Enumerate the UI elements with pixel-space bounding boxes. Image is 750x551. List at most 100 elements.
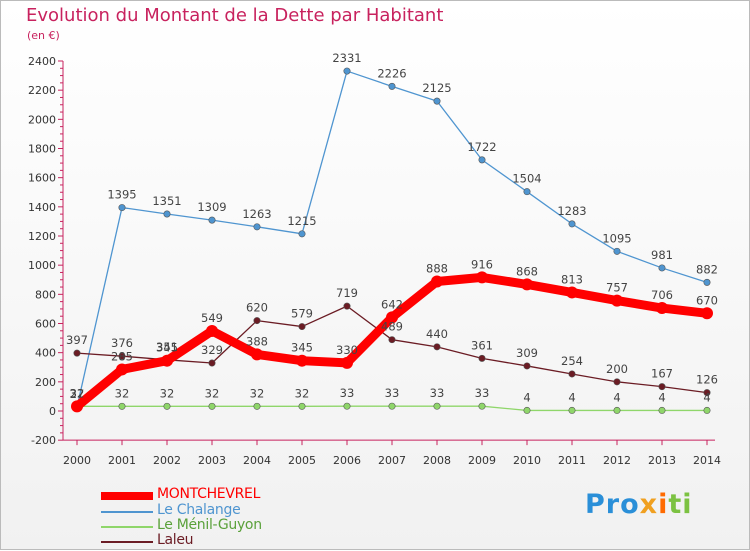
data-label: 376	[111, 336, 133, 350]
data-point	[388, 402, 396, 410]
data-label: 1395	[107, 188, 136, 202]
data-label: 1309	[197, 200, 226, 214]
y-tick-label: 2400	[28, 55, 56, 68]
data-point	[118, 402, 126, 410]
x-tick-label: 2000	[63, 454, 91, 467]
data-label: 32	[295, 386, 310, 400]
data-label: 4	[703, 390, 710, 404]
data-point	[433, 402, 441, 410]
legend-label: Laleu	[157, 532, 194, 548]
data-point	[701, 307, 713, 320]
x-tick-label: 2013	[648, 454, 676, 467]
data-label: 126	[696, 373, 718, 387]
data-point	[71, 400, 83, 413]
data-point	[73, 349, 81, 357]
data-label: 719	[336, 286, 358, 300]
data-point	[298, 323, 306, 331]
data-label: 32	[115, 386, 130, 400]
data-point	[161, 354, 173, 367]
data-point	[118, 204, 126, 212]
data-point	[343, 302, 351, 310]
data-point	[613, 406, 621, 414]
data-label: 916	[471, 257, 493, 271]
y-tick-label: 800	[35, 288, 56, 301]
data-point	[433, 343, 441, 351]
data-label: 32	[70, 386, 85, 400]
data-label: 351	[156, 340, 178, 354]
data-label: 33	[385, 386, 400, 400]
data-point	[251, 348, 263, 361]
data-point	[343, 402, 351, 410]
data-label: 361	[471, 338, 493, 352]
x-tick-label: 2003	[198, 454, 226, 467]
y-tick-label: 2000	[28, 113, 56, 126]
data-label: 2226	[377, 66, 406, 80]
data-label: 388	[246, 334, 268, 348]
legend-label: MONTCHEVREL	[157, 486, 261, 502]
y-tick-label: 2200	[28, 84, 56, 97]
data-label: 32	[250, 386, 265, 400]
legend-swatch	[101, 492, 153, 500]
data-point	[343, 67, 351, 75]
y-tick-label: 200	[35, 376, 56, 389]
y-tick-label: 1800	[28, 143, 56, 156]
data-label: 32	[205, 386, 220, 400]
chart-subtitle: (en €)	[27, 29, 60, 42]
y-tick-label: -200	[31, 434, 56, 447]
data-point	[703, 406, 711, 414]
data-label: 868	[516, 264, 538, 278]
data-label: 33	[340, 386, 355, 400]
data-point	[388, 336, 396, 344]
data-label: 4	[613, 390, 620, 404]
x-tick-label: 2005	[288, 454, 316, 467]
legend-swatch	[101, 526, 153, 528]
data-label: 670	[696, 293, 718, 307]
data-point	[523, 362, 531, 370]
y-tick-label: 400	[35, 347, 56, 360]
data-point	[163, 210, 171, 218]
data-label: 489	[381, 320, 403, 334]
logo-part: ti	[668, 489, 693, 520]
data-point	[116, 363, 128, 376]
data-point	[478, 156, 486, 164]
data-point	[658, 406, 666, 414]
data-label: 1504	[512, 172, 541, 186]
data-label: 330	[336, 343, 358, 357]
data-label: 4	[523, 390, 530, 404]
x-tick-label: 2014	[693, 454, 721, 467]
data-label: 32	[160, 386, 175, 400]
data-point	[521, 278, 533, 291]
data-label: 440	[426, 327, 448, 341]
data-label: 981	[651, 248, 673, 262]
data-label: 1283	[557, 204, 586, 218]
data-point	[118, 352, 126, 360]
data-point	[298, 402, 306, 410]
data-label: 309	[516, 346, 538, 360]
x-tick-label: 2006	[333, 454, 361, 467]
data-point	[568, 370, 576, 378]
data-point	[568, 406, 576, 414]
data-point	[703, 278, 711, 286]
data-label: 4	[658, 390, 665, 404]
x-tick-label: 2004	[243, 454, 271, 467]
x-tick-label: 2002	[153, 454, 181, 467]
data-label: 2125	[422, 81, 451, 95]
x-tick-label: 2010	[513, 454, 541, 467]
legend-label: Le Ménil-Guyon	[157, 517, 262, 533]
data-label: 33	[475, 386, 490, 400]
legend-label: Le Chalange	[157, 502, 241, 518]
data-point	[476, 271, 488, 284]
data-point	[656, 302, 668, 315]
data-label: 549	[201, 311, 223, 325]
data-label: 27	[70, 387, 85, 401]
data-point	[431, 275, 443, 288]
data-label: 888	[426, 262, 448, 276]
logo-part: i	[658, 489, 669, 520]
chart-title: Evolution du Montant de la Dette par Hab…	[26, 5, 444, 26]
data-label: 620	[246, 301, 268, 315]
data-point	[658, 264, 666, 272]
data-label: 285	[111, 349, 133, 363]
data-point	[433, 97, 441, 105]
